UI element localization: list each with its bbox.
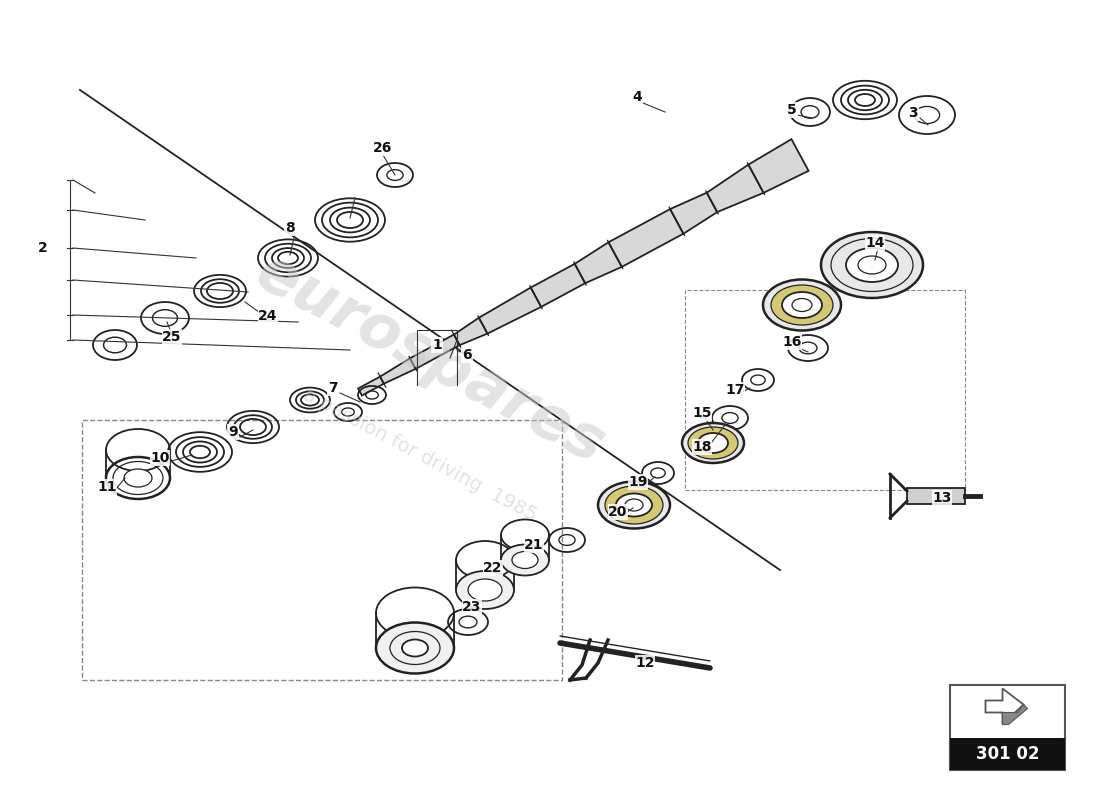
Ellipse shape [782, 292, 822, 318]
Text: 10: 10 [151, 451, 169, 465]
Text: 4: 4 [632, 90, 642, 104]
Polygon shape [670, 193, 717, 234]
Text: 6: 6 [462, 348, 472, 362]
Ellipse shape [376, 622, 454, 674]
Text: 25: 25 [163, 330, 182, 344]
Ellipse shape [792, 298, 812, 311]
Ellipse shape [402, 639, 428, 657]
Ellipse shape [605, 486, 663, 524]
Text: 20: 20 [608, 505, 628, 519]
Text: 7: 7 [328, 381, 338, 395]
Text: 12: 12 [636, 656, 654, 670]
Text: 1: 1 [432, 338, 442, 352]
Ellipse shape [858, 256, 886, 274]
Text: 18: 18 [692, 440, 712, 454]
Text: 21: 21 [525, 538, 543, 552]
Text: 8: 8 [285, 221, 295, 235]
Text: 9: 9 [228, 425, 238, 439]
Text: 5: 5 [788, 103, 796, 117]
Polygon shape [1002, 705, 1027, 725]
Polygon shape [381, 358, 416, 384]
Ellipse shape [124, 469, 152, 487]
Bar [950, 685, 1065, 770]
Text: 16: 16 [782, 335, 802, 349]
Text: 2: 2 [39, 241, 48, 255]
Polygon shape [707, 165, 763, 212]
Text: 11: 11 [97, 480, 117, 494]
Polygon shape [454, 318, 487, 345]
Text: 26: 26 [373, 141, 393, 155]
Text: 22: 22 [483, 561, 503, 575]
Ellipse shape [512, 551, 538, 569]
Polygon shape [575, 242, 622, 283]
Ellipse shape [598, 482, 670, 529]
Ellipse shape [456, 571, 514, 609]
Text: eurospares: eurospares [245, 243, 615, 477]
Polygon shape [478, 287, 541, 334]
Polygon shape [410, 334, 460, 369]
Ellipse shape [153, 310, 177, 326]
Ellipse shape [688, 427, 738, 459]
Text: 301 02: 301 02 [976, 745, 1040, 763]
Ellipse shape [763, 279, 842, 330]
Ellipse shape [500, 545, 549, 575]
Text: 23: 23 [462, 600, 482, 614]
Ellipse shape [821, 232, 923, 298]
Text: 3: 3 [909, 106, 917, 120]
Ellipse shape [468, 579, 502, 601]
Ellipse shape [698, 433, 728, 453]
Polygon shape [748, 139, 808, 193]
Text: 24: 24 [258, 309, 277, 323]
Ellipse shape [625, 499, 644, 511]
Text: 19: 19 [628, 475, 648, 489]
Text: 14: 14 [866, 236, 884, 250]
Ellipse shape [771, 285, 833, 325]
Ellipse shape [616, 494, 652, 517]
Text: 13: 13 [933, 491, 952, 505]
Bar [950, 738, 1065, 770]
Ellipse shape [682, 423, 744, 463]
Polygon shape [359, 377, 384, 395]
Ellipse shape [103, 338, 127, 353]
Ellipse shape [846, 248, 898, 282]
Polygon shape [608, 209, 683, 267]
Text: a passion for driving  1985: a passion for driving 1985 [300, 385, 540, 525]
Text: 17: 17 [725, 383, 745, 397]
Polygon shape [531, 264, 585, 307]
Polygon shape [986, 689, 1023, 725]
Bar [908, 488, 965, 504]
Text: 15: 15 [692, 406, 712, 420]
